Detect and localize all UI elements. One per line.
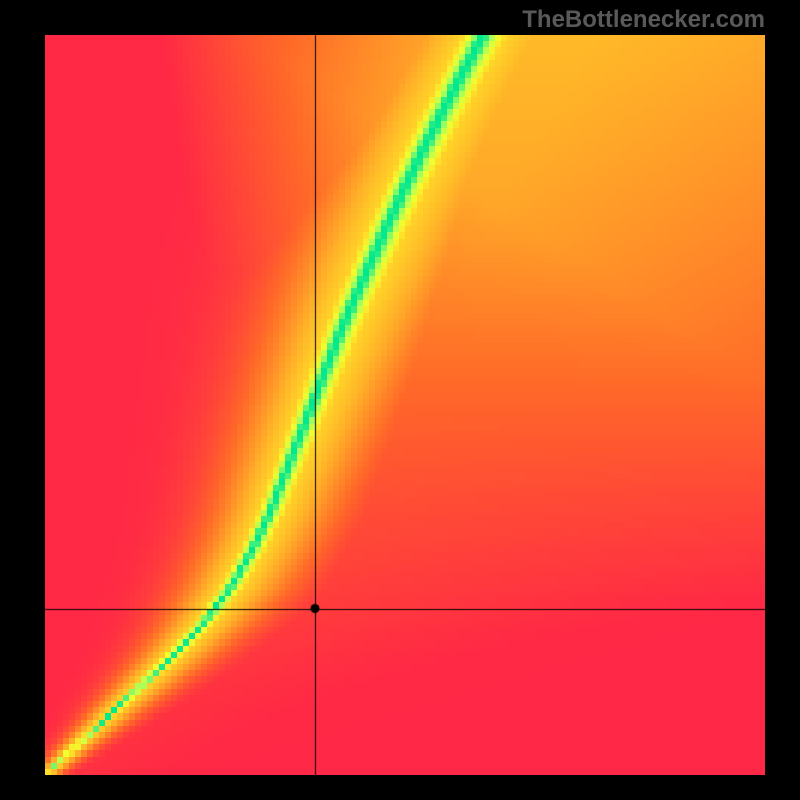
chart-container: { "canvas": { "width": 800, "height": 80… [0,0,800,800]
bottleneck-heatmap [45,35,765,775]
watermark-text: TheBottlenecker.com [522,6,765,34]
